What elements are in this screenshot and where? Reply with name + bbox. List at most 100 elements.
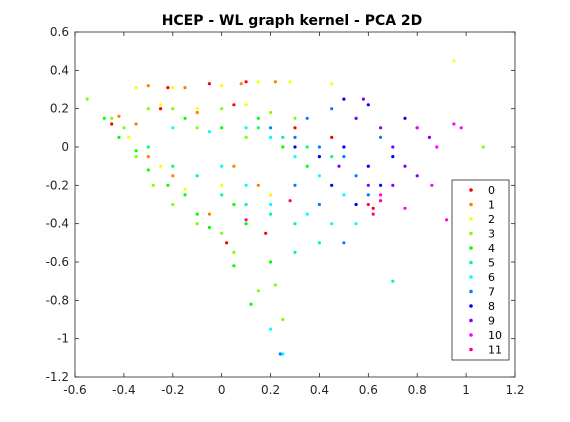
data-point — [110, 116, 114, 120]
legend-label: 3 — [488, 228, 495, 241]
x-tick-label: 0.4 — [310, 383, 329, 397]
data-point — [379, 193, 383, 197]
data-point — [256, 116, 260, 120]
data-point — [134, 149, 138, 153]
y-tick-label: -1.2 — [46, 370, 69, 384]
data-point — [195, 110, 199, 115]
data-point — [445, 218, 449, 222]
data-point — [391, 145, 395, 149]
data-point — [366, 202, 370, 207]
data-point — [273, 283, 277, 287]
data-point — [481, 145, 485, 149]
data-point — [288, 199, 292, 203]
data-point — [244, 80, 248, 84]
data-point — [146, 155, 150, 159]
data-point — [171, 86, 175, 90]
series-4 — [102, 116, 309, 306]
data-point — [403, 164, 407, 168]
y-tick-label: 0 — [61, 140, 69, 154]
data-point — [342, 155, 346, 159]
data-point — [244, 135, 248, 139]
x-tick-label: 1.2 — [505, 383, 524, 397]
data-point — [195, 107, 199, 111]
data-point — [330, 82, 334, 86]
series-0 — [110, 80, 375, 245]
data-point — [452, 122, 456, 126]
data-point — [330, 183, 334, 187]
data-point — [330, 222, 334, 226]
series-9 — [337, 97, 431, 187]
y-tick-label: -0.4 — [46, 217, 69, 231]
legend-marker — [469, 217, 473, 221]
data-point — [220, 231, 224, 235]
data-point — [225, 241, 229, 245]
data-point — [317, 241, 321, 245]
legend-label: 2 — [488, 213, 495, 226]
data-point — [269, 110, 273, 115]
data-point — [354, 202, 358, 207]
data-point — [293, 183, 297, 187]
legend: 0 12 34 56 78 910 11 — [451, 179, 510, 361]
data-point — [293, 155, 297, 159]
data-point — [278, 352, 282, 356]
data-point — [220, 183, 224, 187]
data-point — [379, 199, 383, 203]
data-point — [195, 212, 199, 216]
series-11 — [244, 199, 383, 222]
data-point — [207, 212, 211, 216]
data-point — [171, 174, 175, 178]
data-point — [166, 86, 170, 90]
data-point — [146, 107, 150, 111]
data-point — [220, 164, 224, 168]
data-point — [256, 183, 260, 187]
data-point — [354, 116, 358, 120]
y-tick-label: 0.2 — [50, 102, 69, 116]
legend-label: 6 — [488, 271, 495, 284]
data-point — [361, 97, 365, 101]
data-point — [293, 116, 297, 120]
x-tick-label: -0.2 — [161, 383, 184, 397]
data-point — [269, 212, 273, 216]
legend-marker — [469, 347, 473, 352]
data-point — [366, 103, 370, 107]
data-point — [127, 135, 131, 139]
data-point — [207, 82, 211, 86]
data-point — [452, 59, 456, 63]
data-point — [166, 183, 170, 187]
axis-ticks: -0.6 -0.4 -0.2 0 0.2 0.4 0.6 0.8 1 1.2 0.6 0.4 0.2 0 -… — [46, 25, 525, 397]
series-6 — [171, 126, 358, 356]
data-point — [371, 206, 375, 210]
data-point — [134, 86, 138, 90]
data-point — [379, 126, 383, 130]
data-point — [207, 225, 211, 230]
legend-label: 11 — [488, 344, 502, 357]
legend-label: 7 — [488, 286, 495, 299]
legend-marker — [469, 304, 473, 308]
data-point — [195, 222, 199, 226]
data-point — [117, 135, 121, 139]
data-point — [281, 135, 285, 139]
data-point — [415, 126, 419, 130]
legend-label: 4 — [488, 242, 495, 255]
data-point — [244, 222, 248, 226]
data-point — [391, 183, 395, 187]
legend-label: 8 — [488, 300, 495, 313]
x-tick-label: -0.4 — [112, 383, 135, 397]
plot-frame — [74, 31, 516, 378]
data-point — [183, 193, 187, 197]
x-tick-label: 0.8 — [408, 383, 427, 397]
data-point — [171, 202, 175, 207]
data-point — [232, 164, 236, 168]
data-point — [122, 126, 126, 130]
data-point — [207, 130, 211, 134]
legend-label: 5 — [488, 257, 495, 270]
data-point — [354, 174, 358, 178]
y-tick-label: -1 — [57, 332, 69, 346]
legend-box — [451, 179, 510, 361]
data-point — [330, 155, 334, 159]
data-point — [146, 168, 150, 172]
data-point — [85, 97, 89, 101]
data-point — [366, 193, 370, 197]
data-point — [146, 84, 150, 88]
